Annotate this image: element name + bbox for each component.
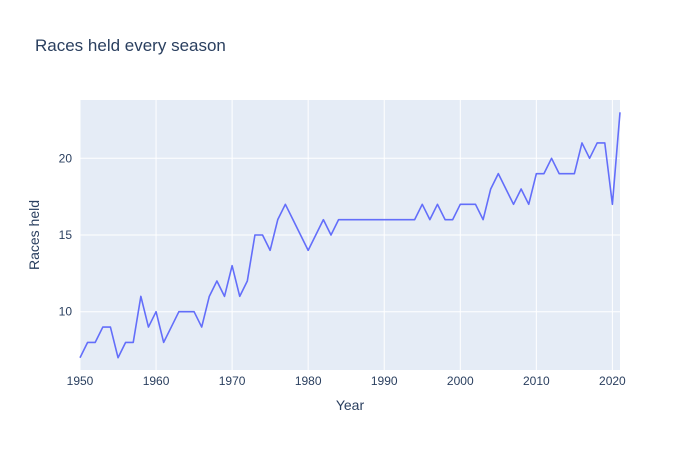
series-line (79, 112, 621, 359)
chart-title: Races held every season (35, 36, 226, 55)
x-tick-label: 1980 (295, 374, 322, 388)
x-tick-label: 2020 (599, 374, 626, 388)
x-tick-label: 1970 (219, 374, 246, 388)
x-axis-title: Year (336, 397, 365, 413)
y-tick-label: 20 (59, 151, 73, 165)
y-tick-label: 10 (59, 305, 73, 319)
x-tick-labels: 1950 1960 1970 1980 1990 2000 2010 2020 (67, 374, 626, 388)
x-tick-label: 2000 (447, 374, 474, 388)
y-tick-label: 15 (59, 228, 73, 242)
x-tick-label: 1960 (143, 374, 170, 388)
y-axis-title: Races held (26, 200, 42, 270)
x-tick-label: 1950 (67, 374, 94, 388)
y-tick-labels: 10 15 20 (59, 151, 73, 318)
x-tick-label: 2010 (523, 374, 550, 388)
x-tick-label: 1990 (371, 374, 398, 388)
y-gridlines (80, 157, 620, 313)
